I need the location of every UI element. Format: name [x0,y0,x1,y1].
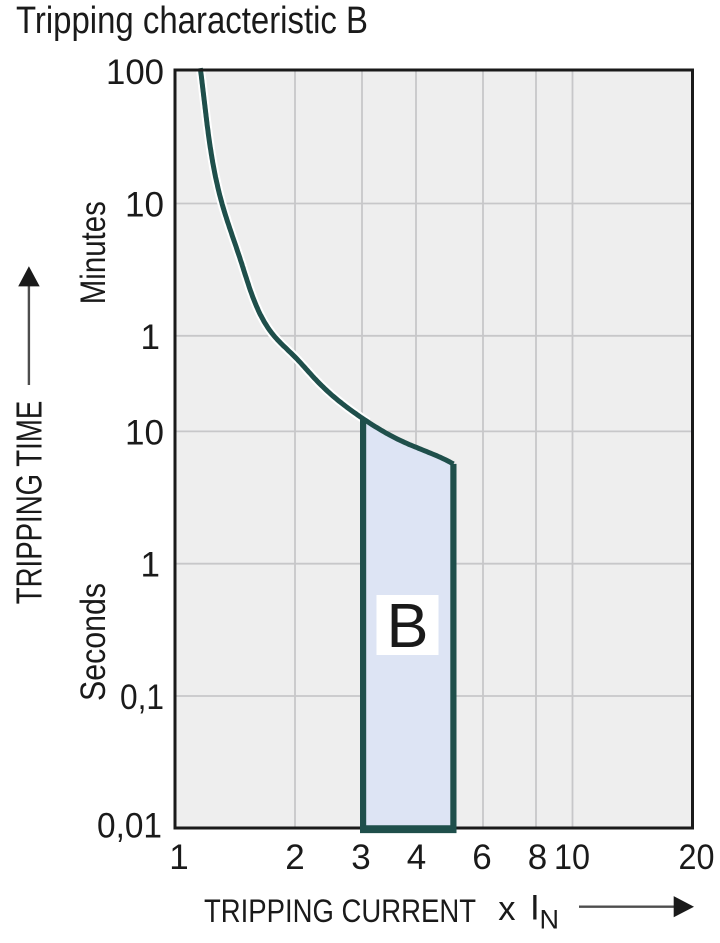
svg-text:20: 20 [679,838,715,877]
svg-text:N: N [540,905,560,935]
svg-text:4: 4 [407,838,426,877]
svg-text:1: 1 [169,838,188,877]
svg-text:6: 6 [472,838,491,877]
svg-text:0,01: 0,01 [97,807,162,846]
svg-text:3: 3 [351,838,370,877]
svg-text:Tripping characteristic B: Tripping characteristic B [16,0,368,42]
svg-text:2: 2 [285,838,304,877]
svg-text:1: 1 [141,318,160,357]
svg-text:100: 100 [106,53,164,92]
svg-text:TRIPPING TIME: TRIPPING TIME [9,401,50,605]
svg-text:10: 10 [554,838,590,877]
svg-text:Seconds: Seconds [74,583,113,701]
svg-text:1: 1 [141,546,160,585]
svg-text:TRIPPING CURRENT: TRIPPING CURRENT [204,893,476,929]
svg-text:Minutes: Minutes [74,201,113,304]
svg-text:10: 10 [125,413,164,452]
svg-text:0,1: 0,1 [120,678,164,717]
svg-text:I: I [530,889,540,928]
svg-text:8: 8 [528,838,547,877]
svg-text:B: B [387,592,429,661]
svg-text:10: 10 [125,186,164,225]
svg-text:x: x [498,890,515,928]
